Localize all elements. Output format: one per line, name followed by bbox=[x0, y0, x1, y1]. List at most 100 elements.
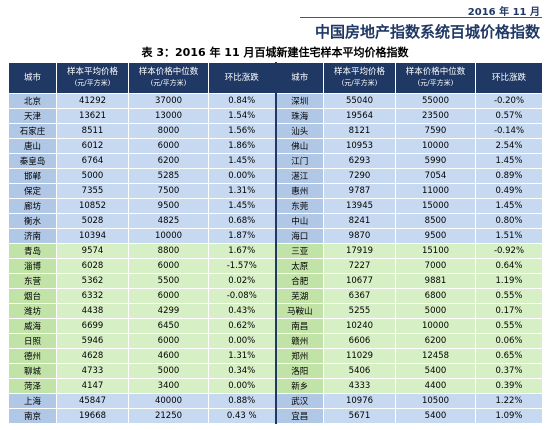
value-cell: 7227 bbox=[323, 258, 396, 274]
table-row: 廊坊 10852 9500 1.45% 东莞 13945 15000 1.45% bbox=[8, 198, 543, 214]
value-cell: 8500 bbox=[395, 213, 476, 229]
value-cell: 4825 bbox=[128, 213, 209, 229]
city-cell: 深圳 bbox=[274, 93, 324, 109]
value-cell: 0.06% bbox=[475, 333, 543, 349]
value-cell: -0.08% bbox=[208, 288, 276, 304]
city-cell: 汕头 bbox=[274, 123, 324, 139]
value-cell: 45847 bbox=[56, 393, 129, 409]
value-cell: 0.55% bbox=[475, 288, 543, 304]
table-row: 菏泽 4147 3400 0.00% 新乡 4333 4400 0.39% bbox=[8, 378, 543, 394]
city-cell: 佛山 bbox=[274, 138, 324, 154]
table-row: 东营 5362 5500 0.02% 合肥 10677 9881 1.19% bbox=[8, 273, 543, 289]
value-cell: 10394 bbox=[56, 228, 129, 244]
value-cell: 6012 bbox=[56, 138, 129, 154]
value-cell: 1.87% bbox=[208, 228, 276, 244]
table-body: 北京 41292 37000 0.84% 深圳 55040 55000 -0.20% 天津 136… bbox=[8, 93, 543, 424]
value-cell: 1.45% bbox=[475, 153, 543, 169]
value-cell: 1.56% bbox=[208, 123, 276, 139]
city-cell: 淄博 bbox=[8, 258, 57, 274]
value-cell: 7590 bbox=[395, 123, 476, 139]
city-cell: 青岛 bbox=[8, 243, 57, 259]
city-cell: 唐山 bbox=[8, 138, 57, 154]
column-header: 样本价格中位数 (元/平方米) bbox=[395, 62, 476, 94]
city-cell: 威海 bbox=[8, 318, 57, 334]
value-cell: 10000 bbox=[395, 318, 476, 334]
column-header: 城市 bbox=[8, 62, 57, 94]
value-cell: 0.02% bbox=[208, 273, 276, 289]
value-cell: 7290 bbox=[323, 168, 396, 184]
value-cell: 6293 bbox=[323, 153, 396, 169]
city-cell: 上海 bbox=[8, 393, 57, 409]
value-cell: 5671 bbox=[323, 408, 396, 424]
city-cell: 合肥 bbox=[274, 273, 324, 289]
table-row: 淄博 6028 6000 -1.57% 太原 7227 7000 0.64% bbox=[8, 258, 543, 274]
value-cell: 0.68% bbox=[208, 213, 276, 229]
value-cell: 5285 bbox=[128, 168, 209, 184]
city-cell: 惠州 bbox=[274, 183, 324, 199]
table-row: 聊城 4733 5000 0.34% 洛阳 5406 5400 0.37% bbox=[8, 363, 543, 379]
value-cell: 6367 bbox=[323, 288, 396, 304]
value-cell: 8511 bbox=[56, 123, 129, 139]
value-cell: 8121 bbox=[323, 123, 396, 139]
value-cell: 6800 bbox=[395, 288, 476, 304]
city-cell: 北京 bbox=[8, 93, 57, 109]
value-cell: 4400 bbox=[395, 378, 476, 394]
value-cell: 5028 bbox=[56, 213, 129, 229]
column-header: 城市 bbox=[274, 62, 324, 94]
column-label: 城市 bbox=[291, 72, 309, 83]
table-row: 邯郸 5000 5285 0.00% 湛江 7290 7054 0.89% bbox=[8, 168, 543, 184]
value-cell: 5362 bbox=[56, 273, 129, 289]
value-cell: 23500 bbox=[395, 108, 476, 124]
value-cell: 5000 bbox=[395, 303, 476, 319]
value-cell: 0.84% bbox=[208, 93, 276, 109]
value-cell: 4299 bbox=[128, 303, 209, 319]
value-cell: 4600 bbox=[128, 348, 209, 364]
value-cell: -0.20% bbox=[475, 93, 543, 109]
city-cell: 赣州 bbox=[274, 333, 324, 349]
city-cell: 洛阳 bbox=[274, 363, 324, 379]
value-cell: 1.54% bbox=[208, 108, 276, 124]
value-cell: 10500 bbox=[395, 393, 476, 409]
column-label: 样本平均价格 bbox=[66, 67, 118, 77]
value-cell: 5946 bbox=[56, 333, 129, 349]
value-cell: 6606 bbox=[323, 333, 396, 349]
table-row: 德州 4628 4600 1.31% 郑州 11029 12458 0.65% bbox=[8, 348, 543, 364]
column-header: 样本价格中位数 (元/平方米) bbox=[128, 62, 209, 94]
value-cell: -0.92% bbox=[475, 243, 543, 259]
value-cell: 10240 bbox=[323, 318, 396, 334]
value-cell: 1.31% bbox=[208, 348, 276, 364]
value-cell: 0.43 % bbox=[208, 408, 276, 424]
city-cell: 聊城 bbox=[8, 363, 57, 379]
value-cell: 9574 bbox=[56, 243, 129, 259]
table-row: 威海 6699 6450 0.62% 南昌 10240 10000 0.55% bbox=[8, 318, 543, 334]
city-cell: 烟台 bbox=[8, 288, 57, 304]
column-unit: (元/平方米) bbox=[417, 79, 454, 87]
table-row: 潍坊 4438 4299 0.43% 马鞍山 5255 5000 0.17% bbox=[8, 303, 543, 319]
column-header: 环比涨跌 bbox=[475, 62, 543, 94]
city-cell: 日照 bbox=[8, 333, 57, 349]
value-cell: 9870 bbox=[323, 228, 396, 244]
value-cell: 10852 bbox=[56, 198, 129, 214]
city-cell: 邯郸 bbox=[8, 168, 57, 184]
column-label: 样本价格中位数 bbox=[138, 67, 199, 77]
city-cell: 宜昌 bbox=[274, 408, 324, 424]
value-cell: 0.00% bbox=[208, 378, 276, 394]
value-cell: 0.55% bbox=[475, 318, 543, 334]
city-cell: 济南 bbox=[8, 228, 57, 244]
city-cell: 德州 bbox=[8, 348, 57, 364]
value-cell: 12458 bbox=[395, 348, 476, 364]
value-cell: 9500 bbox=[128, 198, 209, 214]
value-cell: 55040 bbox=[323, 93, 396, 109]
value-cell: 0.49% bbox=[475, 183, 543, 199]
table-row: 青岛 9574 8800 1.67% 三亚 17919 15100 -0.92% bbox=[8, 243, 543, 259]
table-row: 秦皇岛 6764 6200 1.45% 江门 6293 5990 1.45% bbox=[8, 153, 543, 169]
value-cell: 0.62% bbox=[208, 318, 276, 334]
value-cell: 5400 bbox=[395, 363, 476, 379]
value-cell: 11029 bbox=[323, 348, 396, 364]
value-cell: 5000 bbox=[128, 363, 209, 379]
city-cell: 郑州 bbox=[274, 348, 324, 364]
value-cell: 21250 bbox=[128, 408, 209, 424]
value-cell: 6000 bbox=[128, 258, 209, 274]
table-row: 烟台 6332 6000 -0.08% 芜湖 6367 6800 0.55% bbox=[8, 288, 543, 304]
city-cell: 秦皇岛 bbox=[8, 153, 57, 169]
